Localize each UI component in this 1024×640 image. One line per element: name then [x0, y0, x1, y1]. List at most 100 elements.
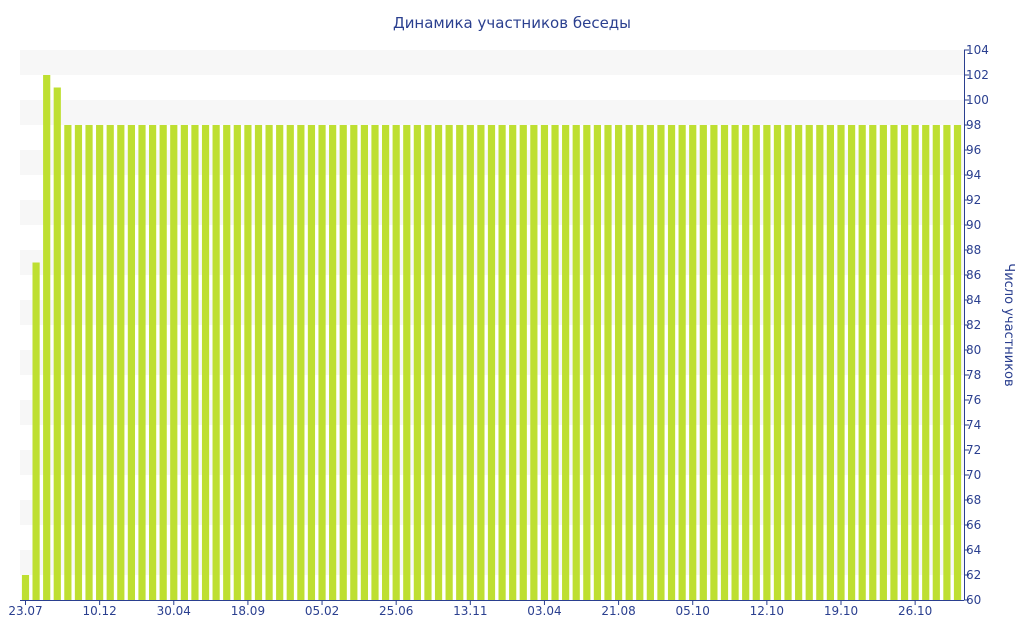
y-tick-label: 62 — [966, 568, 981, 582]
x-tick-label: 26.10 — [898, 604, 932, 618]
bar — [445, 125, 453, 600]
bar — [498, 125, 506, 600]
bar — [752, 125, 760, 600]
bar — [932, 125, 940, 600]
bar — [244, 125, 252, 600]
bar — [53, 87, 61, 600]
bar — [21, 575, 30, 600]
bar — [477, 125, 485, 600]
bar — [847, 125, 856, 600]
bars — [21, 75, 962, 600]
bar — [254, 125, 263, 600]
bar — [286, 125, 294, 600]
bar — [159, 125, 167, 600]
bar — [180, 125, 188, 600]
bar — [890, 125, 898, 600]
x-tick-label: 13.11 — [453, 604, 487, 618]
bar — [85, 125, 93, 600]
x-tick-label: 21.08 — [601, 604, 635, 618]
grid-band — [20, 50, 964, 75]
bar — [43, 75, 51, 600]
bar — [350, 125, 358, 600]
x-tick-label: 19.10 — [824, 604, 858, 618]
bar — [96, 125, 104, 600]
bar — [106, 125, 114, 600]
bar — [604, 125, 612, 600]
bar — [318, 125, 326, 600]
bar — [212, 125, 220, 600]
bar — [381, 125, 390, 600]
bar — [837, 125, 845, 600]
bar — [678, 125, 686, 600]
bar — [339, 125, 347, 600]
bar — [424, 125, 432, 600]
bar — [64, 125, 72, 600]
bar — [223, 125, 231, 600]
x-tick-label: 03.04 — [527, 604, 561, 618]
bar — [731, 125, 739, 600]
x-tick-label: 05.02 — [305, 604, 339, 618]
bar — [593, 125, 602, 600]
x-tick-label: 25.06 — [379, 604, 413, 618]
bar — [265, 125, 273, 600]
y-tick-label: 78 — [966, 368, 981, 382]
bar — [657, 125, 665, 600]
bar — [805, 125, 813, 600]
y-axis-label: Число участников — [1001, 263, 1016, 386]
bar — [773, 125, 782, 600]
bar — [360, 125, 369, 600]
bar — [509, 125, 517, 600]
x-tick-label: 30.04 — [157, 604, 191, 618]
bar — [646, 125, 654, 600]
bar — [795, 125, 803, 600]
bar — [900, 125, 909, 600]
x-tick-label: 23.07 — [8, 604, 42, 618]
y-tick-label: 66 — [966, 518, 981, 532]
y-tick-label: 64 — [966, 543, 981, 557]
bar — [276, 125, 284, 600]
bar — [710, 125, 718, 600]
bar — [583, 125, 591, 600]
y-tick-label: 90 — [966, 218, 981, 232]
y-tick-label: 104 — [966, 43, 989, 57]
bar — [297, 125, 305, 600]
bar — [911, 125, 919, 600]
bar — [456, 125, 464, 600]
bar — [148, 125, 157, 600]
y-tick-label: 98 — [966, 118, 981, 132]
bar — [922, 125, 930, 600]
x-tick-label: 18.09 — [231, 604, 265, 618]
grid-band — [20, 100, 964, 125]
bar — [551, 125, 559, 600]
bar — [540, 125, 549, 600]
y-tick-label: 86 — [966, 268, 981, 282]
y-tick-label: 80 — [966, 343, 981, 357]
bar — [879, 125, 887, 600]
bar — [530, 125, 538, 600]
bar — [816, 125, 824, 600]
bar — [201, 125, 210, 600]
bar — [519, 125, 527, 600]
bar — [32, 262, 40, 600]
bar — [170, 125, 178, 600]
bar — [625, 125, 633, 600]
x-axis-ticks: 23.07 10.12 30.04 18.09 05.02 25.06 13.11 03.04… — [8, 600, 932, 618]
bar — [689, 125, 697, 600]
x-tick-label: 12.10 — [750, 604, 784, 618]
bar — [826, 125, 835, 600]
bar — [117, 125, 125, 600]
x-tick-label: 10.12 — [82, 604, 116, 618]
y-tick-label: 94 — [966, 168, 981, 182]
bar — [127, 125, 136, 600]
bar — [138, 125, 146, 600]
bar — [392, 125, 400, 600]
bar — [466, 125, 474, 600]
y-tick-label: 92 — [966, 193, 981, 207]
bar — [943, 125, 951, 600]
y-tick-label: 74 — [966, 418, 981, 432]
bar — [329, 125, 337, 600]
bar — [233, 125, 241, 600]
bar — [413, 125, 421, 600]
y-tick-label: 60 — [966, 593, 981, 607]
